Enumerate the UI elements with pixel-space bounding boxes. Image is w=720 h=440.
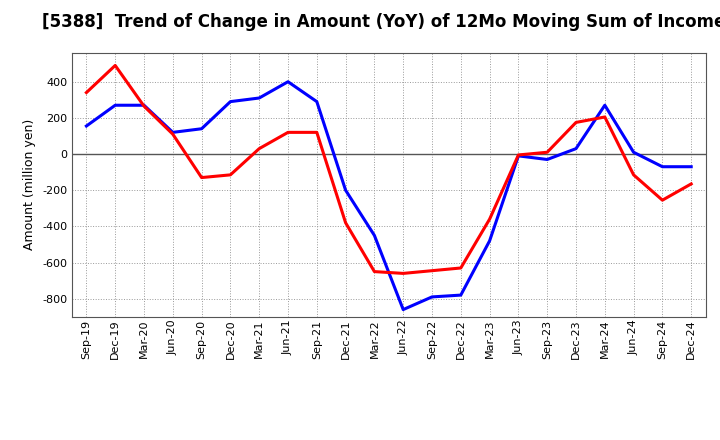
Ordinary Income xyxy=(456,293,465,298)
Net Income xyxy=(82,90,91,95)
Ordinary Income xyxy=(514,153,523,158)
Ordinary Income xyxy=(312,99,321,104)
Net Income xyxy=(197,175,206,180)
Net Income xyxy=(341,220,350,225)
Ordinary Income xyxy=(111,103,120,108)
Net Income xyxy=(485,216,494,222)
Ordinary Income xyxy=(226,99,235,104)
Net Income xyxy=(658,198,667,203)
Ordinary Income xyxy=(485,238,494,243)
Net Income xyxy=(687,181,696,187)
Net Income xyxy=(140,103,148,109)
Ordinary Income xyxy=(629,150,638,155)
Ordinary Income xyxy=(341,187,350,193)
Legend: Ordinary Income, Net Income: Ordinary Income, Net Income xyxy=(230,434,548,440)
Ordinary Income xyxy=(197,126,206,132)
Line: Net Income: Net Income xyxy=(86,66,691,273)
Net Income xyxy=(428,268,436,273)
Ordinary Income xyxy=(399,307,408,312)
Net Income xyxy=(600,114,609,120)
Y-axis label: Amount (million yen): Amount (million yen) xyxy=(24,119,37,250)
Net Income xyxy=(284,130,292,135)
Ordinary Income xyxy=(428,294,436,300)
Net Income xyxy=(226,172,235,177)
Net Income xyxy=(399,271,408,276)
Text: [5388]  Trend of Change in Amount (YoY) of 12Mo Moving Sum of Incomes: [5388] Trend of Change in Amount (YoY) o… xyxy=(42,13,720,31)
Ordinary Income xyxy=(600,103,609,108)
Ordinary Income xyxy=(572,146,580,151)
Net Income xyxy=(456,265,465,271)
Ordinary Income xyxy=(140,103,148,108)
Ordinary Income xyxy=(284,79,292,84)
Net Income xyxy=(543,150,552,155)
Ordinary Income xyxy=(82,123,91,128)
Ordinary Income xyxy=(370,233,379,238)
Net Income xyxy=(514,152,523,158)
Ordinary Income xyxy=(168,130,177,135)
Net Income xyxy=(312,130,321,135)
Net Income xyxy=(168,132,177,137)
Ordinary Income xyxy=(658,164,667,169)
Net Income xyxy=(255,146,264,151)
Net Income xyxy=(370,269,379,274)
Ordinary Income xyxy=(543,157,552,162)
Ordinary Income xyxy=(255,95,264,101)
Net Income xyxy=(111,63,120,68)
Net Income xyxy=(572,120,580,125)
Net Income xyxy=(629,172,638,177)
Line: Ordinary Income: Ordinary Income xyxy=(86,82,691,310)
Ordinary Income xyxy=(687,164,696,169)
